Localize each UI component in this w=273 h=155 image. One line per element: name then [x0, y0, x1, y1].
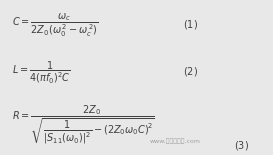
Text: www.电子发烧网.com: www.电子发烧网.com: [150, 138, 201, 144]
Text: $L = \dfrac{1}{4(\pi f_0)^2 C}$: $L = \dfrac{1}{4(\pi f_0)^2 C}$: [11, 60, 70, 86]
Text: $(2)$: $(2)$: [183, 66, 198, 78]
Text: $R = \dfrac{2Z_0}{\sqrt{\dfrac{1}{|S_{11}(\omega_0)|^2}-\left(2Z_0\omega_0 C\rig: $R = \dfrac{2Z_0}{\sqrt{\dfrac{1}{|S_{11…: [11, 104, 155, 146]
Text: $(1)$: $(1)$: [183, 18, 198, 31]
Text: $(3)$: $(3)$: [234, 139, 249, 152]
Text: $C = \dfrac{\omega_c}{2Z_0(\omega_0^{\,2}-\omega_c^{\,2})}$: $C = \dfrac{\omega_c}{2Z_0(\omega_0^{\,2…: [11, 11, 98, 39]
